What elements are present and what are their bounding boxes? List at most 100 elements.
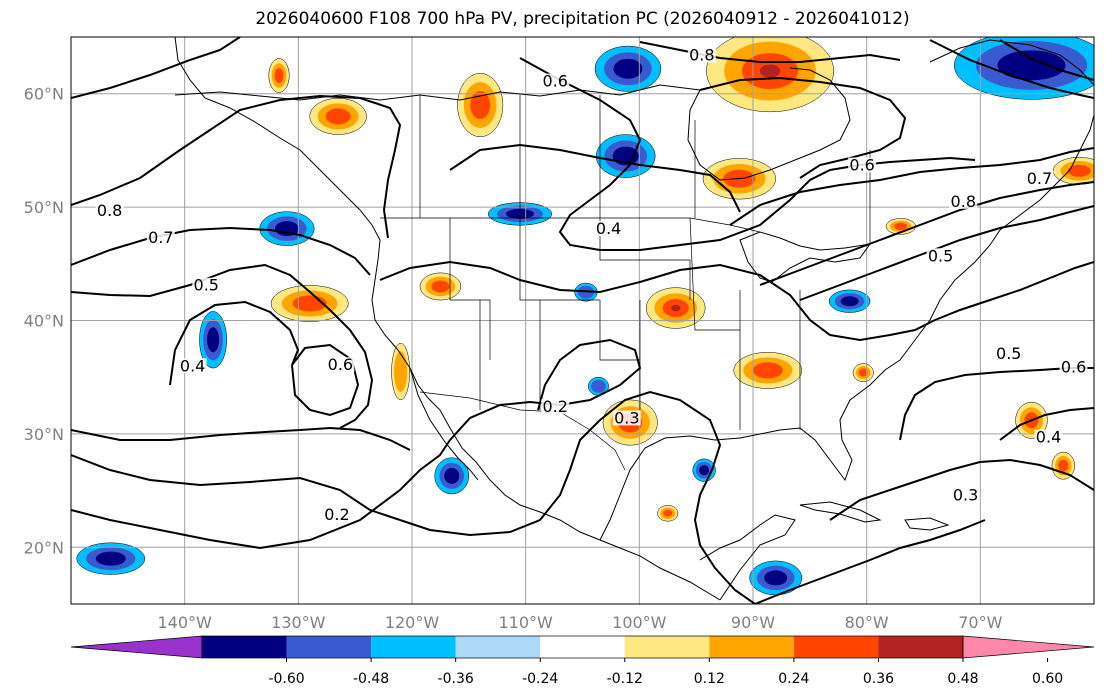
positive-precip-anomaly bbox=[852, 363, 874, 382]
latitude-tick-label: 30°N bbox=[24, 425, 64, 444]
contour-label: 0.4 bbox=[180, 356, 205, 375]
colorbar-segment bbox=[624, 636, 710, 658]
negative-precip-anomaly bbox=[594, 45, 662, 92]
coastline-cuba bbox=[799, 501, 882, 523]
latitude-tick-label: 50°N bbox=[24, 198, 64, 217]
pv-contour-line bbox=[449, 143, 741, 213]
coastline-arctic bbox=[174, 84, 701, 101]
pv-contour-line bbox=[399, 390, 756, 604]
positive-precip-anomaly bbox=[457, 73, 504, 138]
coastline-labrador bbox=[989, 114, 1094, 246]
pv-contour-line bbox=[519, 57, 642, 251]
contour-label: 0.5 bbox=[996, 344, 1021, 363]
pv-contour-line bbox=[699, 76, 907, 179]
pv-contour-line bbox=[929, 39, 1094, 99]
contour-label: 0.6 bbox=[328, 355, 353, 374]
colorbar-tick-label: 0.48 bbox=[947, 671, 978, 687]
positive-precip-anomaly bbox=[309, 97, 367, 135]
pv-contour-line bbox=[799, 205, 1094, 301]
pv-contour-line bbox=[379, 260, 936, 342]
pv-contour-line bbox=[71, 37, 241, 99]
longitude-tick-label: 120°W bbox=[385, 613, 440, 632]
positive-precip-anomaly bbox=[268, 58, 290, 93]
contour-label: 0.6 bbox=[542, 72, 567, 91]
pv-contour-line bbox=[759, 181, 1094, 286]
positive-precip-anomaly bbox=[1052, 156, 1094, 185]
contour-label: 0.3 bbox=[953, 486, 978, 505]
contour-label: 0.7 bbox=[148, 228, 173, 247]
coastline-yucatan bbox=[699, 514, 796, 601]
contour-label: 0.3 bbox=[614, 408, 639, 427]
coastline-great-lakes bbox=[739, 231, 872, 283]
colorbar-tick-label: 0.36 bbox=[863, 671, 894, 687]
colorbar-segment bbox=[709, 636, 794, 658]
longitude-tick-label: 110°W bbox=[498, 613, 553, 632]
pv-contour-line bbox=[169, 300, 300, 386]
contour-labels: 0.8 0.6 0.8 0.7 0.5 0.4 0.6 0.2 0.4 0.2 0.3 0.6 0.8 0… bbox=[95, 46, 1088, 524]
pv-contour-line bbox=[600, 156, 976, 251]
colorbar-extend-min bbox=[70, 635, 203, 659]
negative-precip-anomaly bbox=[76, 542, 146, 575]
longitude-tick-label: 90°W bbox=[731, 613, 775, 632]
positive-precip-anomaly bbox=[733, 352, 803, 389]
colorbar-tick-label: 0.12 bbox=[694, 671, 725, 687]
contour-label: 0.5 bbox=[928, 246, 953, 265]
pv-contour-line bbox=[999, 39, 1094, 81]
contour-label: 0.7 bbox=[1027, 169, 1052, 188]
colorbar: -0.60 -0.48 -0.36 -0.24 -0.12 0.12 0.24 0.36 0.4… bbox=[70, 635, 1095, 687]
pv-contour-line bbox=[71, 454, 401, 521]
colorbar-tick-label: -0.24 bbox=[522, 671, 558, 687]
contour-label: 0.2 bbox=[542, 397, 567, 416]
contour-label: 0.6 bbox=[849, 156, 874, 175]
positive-precip-anomaly bbox=[645, 287, 706, 329]
axis-tick-labels: 140°W 130°W 120°W 110°W 100°W 90°W 80°W 70°W 60°… bbox=[24, 85, 1003, 632]
pv-contour-line bbox=[71, 263, 374, 429]
colorbar-segment bbox=[202, 636, 287, 658]
longitude-tick-label: 100°W bbox=[612, 613, 667, 632]
longitude-tick-label: 140°W bbox=[157, 613, 212, 632]
negative-precip-anomaly bbox=[828, 289, 871, 313]
negative-precip-anomaly bbox=[199, 311, 227, 369]
colorbar-tick-label: -0.48 bbox=[353, 671, 389, 687]
colorbar-tick-label: 0.60 bbox=[1032, 671, 1063, 687]
pv-contour-line bbox=[449, 338, 642, 441]
positive-precip-anomaly bbox=[1051, 451, 1075, 480]
longitude-tick-label: 130°W bbox=[271, 613, 326, 632]
graticule bbox=[71, 37, 1094, 604]
positive-precip-anomaly bbox=[391, 342, 410, 401]
map-frame bbox=[70, 36, 1095, 605]
negative-precip-anomaly bbox=[749, 560, 803, 596]
colorbar-segment bbox=[793, 636, 879, 658]
contour-label: 0.6 bbox=[1061, 357, 1086, 376]
border-provinces bbox=[419, 95, 871, 245]
colorbar-segment bbox=[455, 636, 541, 658]
contour-label: 0.8 bbox=[97, 201, 122, 220]
pv-contour-line bbox=[71, 439, 451, 550]
contour-label: 0.5 bbox=[194, 276, 219, 295]
longitude-tick-label: 70°W bbox=[958, 613, 1002, 632]
contour-label: 0.8 bbox=[951, 192, 976, 211]
pv-contour-line bbox=[999, 407, 1094, 441]
pv-contour-line bbox=[71, 426, 411, 451]
colorbar-segment bbox=[540, 636, 625, 658]
colorbar-tick-label: -0.60 bbox=[268, 671, 304, 687]
pv-contours bbox=[71, 37, 1094, 604]
negative-precip-anomaly bbox=[595, 134, 656, 178]
positive-precip-anomaly bbox=[419, 272, 462, 301]
pv-contour-line bbox=[71, 226, 371, 276]
pv-contour-line bbox=[71, 94, 402, 239]
pv-contour-line bbox=[829, 458, 1094, 521]
border-states-1 bbox=[449, 217, 801, 430]
negative-precip-anomaly bbox=[692, 458, 716, 482]
pv-contour-line bbox=[934, 261, 1094, 321]
political-borders bbox=[380, 95, 871, 471]
latitude-tick-label: 60°N bbox=[24, 85, 64, 104]
coastline-greenland bbox=[929, 39, 1094, 86]
contour-label: 0.8 bbox=[689, 46, 714, 65]
negative-precip-anomaly bbox=[434, 457, 470, 495]
positive-precip-anomaly bbox=[270, 285, 349, 322]
pv-contour-line bbox=[639, 41, 901, 63]
colorbar-segment bbox=[286, 636, 372, 658]
latitude-tick-label: 40°N bbox=[24, 312, 64, 331]
pv-contour-line bbox=[754, 519, 986, 604]
